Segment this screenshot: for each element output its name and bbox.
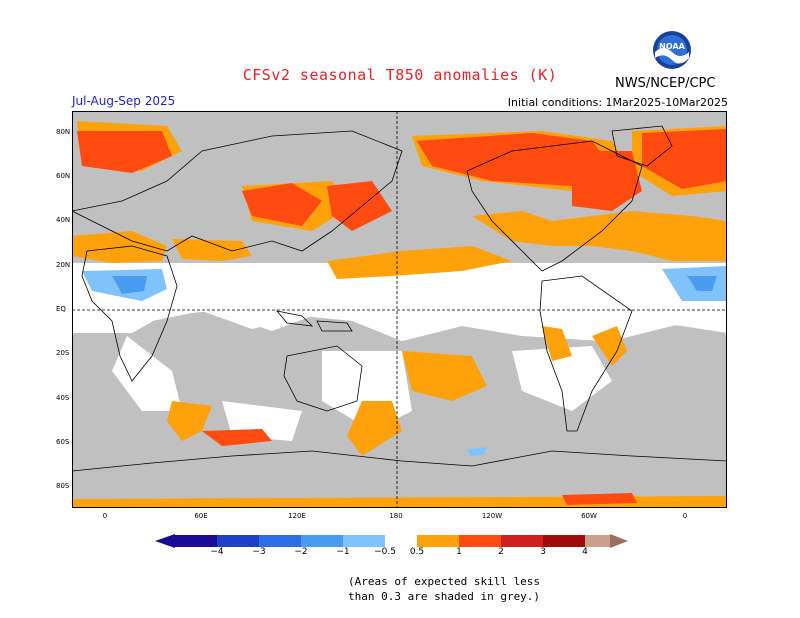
south-america-outline (539, 275, 633, 432)
colorbar-tick: −0.5 (374, 547, 396, 557)
negative-areas (82, 266, 727, 456)
note-line-1: (Areas of expected skill less (348, 575, 541, 588)
lat-label: 80N (56, 128, 71, 136)
positive-1-areas (77, 129, 727, 505)
lon-label: 0 (102, 512, 108, 520)
lon-label: 180 (389, 512, 403, 520)
forecast-period: Jul-Aug-Sep 2025 (72, 94, 176, 108)
lon-label: 60E (194, 512, 208, 520)
colorbar-tick: −1 (336, 547, 350, 557)
colorbar-labels: −4 −3 −2 −1 −0.5 0.5 1 2 3 4 (150, 547, 650, 561)
lat-label: EQ (56, 305, 66, 313)
longitude-axis: 0 60E 120E 180 120W 60W 0 (72, 512, 727, 524)
colorbar-arrow-left (155, 534, 175, 548)
colorbar-tick: −4 (210, 547, 224, 557)
lon-label: 60W (581, 512, 597, 520)
colorbar-tick: 0.5 (409, 547, 425, 557)
lat-label: 20N (56, 261, 71, 269)
grey-shading-note: (Areas of expected skill less than 0.3 a… (348, 574, 540, 604)
latitude-axis: 80N 60N 40N 20N EQ 20S 40S 60S 80S (56, 111, 72, 508)
lon-label: 120W (481, 512, 503, 520)
lat-label: 60S (56, 438, 70, 446)
colorbar-tick: 4 (582, 547, 588, 557)
coastlines (70, 125, 728, 472)
initial-conditions: Initial conditions: 1Mar2025-10Mar2025 (507, 96, 728, 109)
lat-label: 40S (56, 394, 70, 402)
anomaly-map (70, 111, 728, 512)
colorbar-tick: 2 (498, 547, 504, 557)
agency-label: NWS/NCEP/CPC (615, 76, 716, 91)
note-line-2: than 0.3 are shaded in grey.) (348, 590, 541, 603)
colorbar-tick: 3 (540, 547, 546, 557)
lat-label: 60N (56, 172, 71, 180)
antarctica-outline (71, 450, 728, 472)
colorbar-tick: −2 (294, 547, 308, 557)
lat-label: 80S (56, 482, 70, 490)
lat-label: 20S (56, 349, 70, 357)
eurasia-outline (70, 130, 403, 252)
colorbar-tick: −3 (252, 547, 266, 557)
lon-label: 0 (682, 512, 688, 520)
noaa-logo: NOAA (652, 30, 692, 70)
africa-outline (81, 245, 178, 382)
tropical-band (72, 263, 727, 341)
colorbar (150, 532, 650, 554)
map-frame (72, 111, 727, 508)
north-america-outline (466, 140, 643, 272)
greenland-outline (611, 125, 673, 167)
australia-outline (283, 345, 363, 412)
map-title: CFSv2 seasonal T850 anomalies (K) (242, 66, 558, 84)
colorbar-arrow-right (610, 534, 628, 548)
lat-label: 40N (56, 216, 71, 224)
noaa-logo-text: NOAA (659, 42, 685, 51)
colorbar-tick: 1 (456, 547, 462, 557)
lon-label: 120E (288, 512, 306, 520)
